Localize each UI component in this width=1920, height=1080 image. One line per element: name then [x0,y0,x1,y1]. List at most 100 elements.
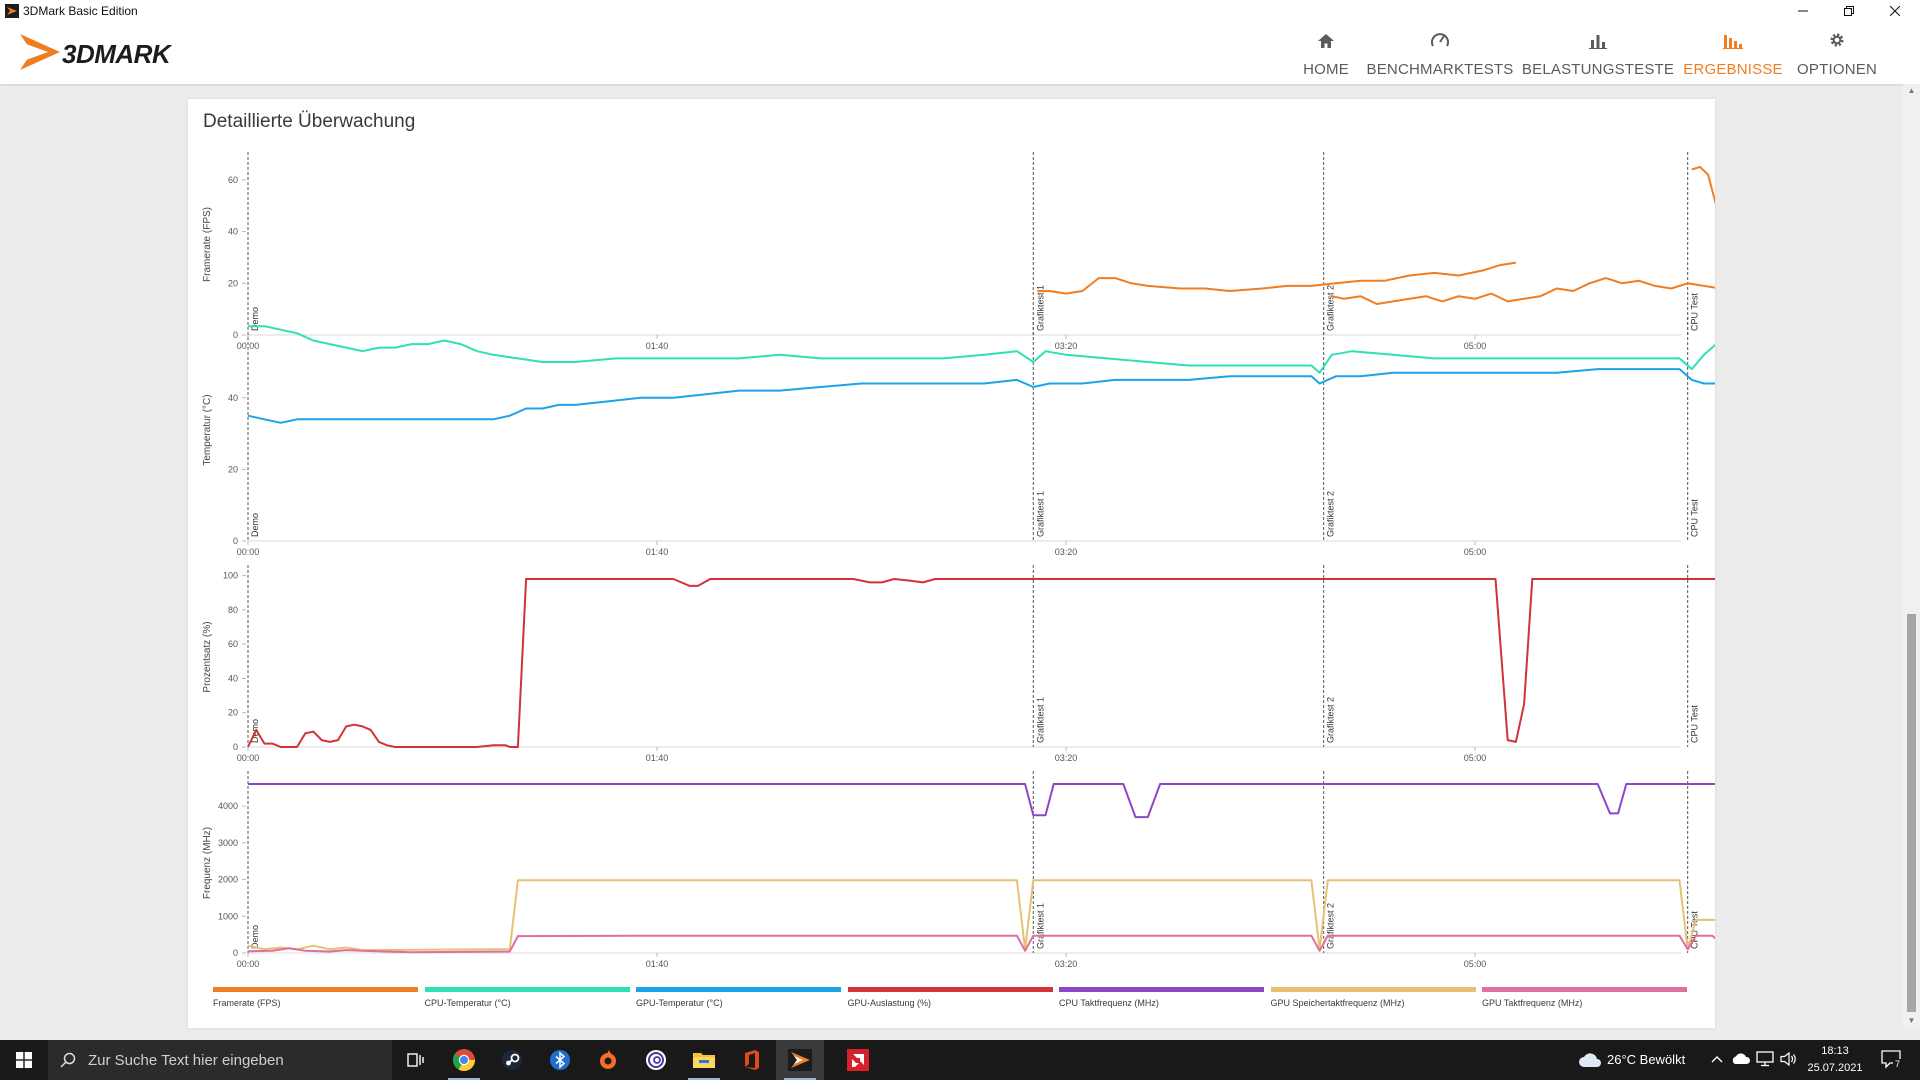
weather-cloud-icon[interactable] [1578,1051,1602,1069]
legend-item[interactable]: GPU Taktfrequenz (MHz) [1482,987,1687,1017]
scroll-down-arrow-icon[interactable]: ▼ [1907,1016,1916,1025]
x-tick-label: 03:20 [1055,959,1078,969]
scroll-thumb[interactable] [1907,614,1916,1012]
legend-label: GPU-Temperatur (°C) [636,998,723,1008]
legend-item[interactable]: GPU Speichertaktfrequenz (MHz) [1270,987,1476,1017]
nav-home-label: HOME [1303,61,1349,78]
y-axis-label: Framerate (FPS) [202,207,213,282]
x-tick-label: 05:00 [1464,547,1487,557]
y-tick-label: 1000 [218,911,238,921]
y-tick-label: 0 [233,330,238,340]
legend-label: Framerate (FPS) [213,998,281,1008]
chrome-icon [452,1049,475,1071]
legend-item[interactable]: CPU-Temperatur (°C) [424,987,630,1017]
legend-item[interactable]: GPU-Temperatur (°C) [636,987,841,1017]
x-tick-label: 01:40 [646,753,669,763]
taskbar-office[interactable] [728,1040,776,1080]
nav-benchmarks[interactable]: BENCHMARKTESTS [1367,28,1513,78]
scroll-up-arrow-icon[interactable]: ▲ [1907,86,1916,95]
y-tick-label: 0 [233,948,238,958]
monitoring-charts: 0 20 40 60 Framerate (FPS) 00:00 01:40 03:20 05:… [202,152,1715,969]
series-line [247,879,1715,952]
series-line [248,325,1715,374]
x-tick-label: 05:00 [1464,753,1487,763]
minimize-button[interactable] [1780,0,1826,22]
volume-icon[interactable] [1780,1051,1798,1067]
taskbar-bluetooth-app[interactable] [536,1040,584,1080]
show-hidden-icons-chevron-icon[interactable] [1711,1054,1723,1064]
segment-label: Demo [250,307,260,331]
segment-label: Grafiktest 2 [1326,491,1336,537]
vertical-scrollbar[interactable]: ▲ ▼ [1903,84,1920,1028]
action-center-button[interactable]: 7 [1880,1049,1904,1071]
segment-label: Grafiktest 1 [1035,903,1045,949]
y-tick-label: 20 [228,464,238,474]
segment-label: Demo [250,925,260,949]
legend-label: GPU-Auslastung (%) [847,998,932,1008]
chart-3: 0 20 40 60 80 100 Prozentsatz (%) 00:00 01:40 03:… [202,565,1715,763]
x-tick-label: 01:40 [646,341,669,351]
close-button[interactable] [1872,0,1918,22]
nav-stress-tests[interactable]: BELASTUNGSTESTE [1522,28,1674,78]
legend-label: CPU Taktfrequenz (MHz) [1059,998,1159,1008]
taskbar-chrome[interactable] [440,1040,488,1080]
segment-label: Grafiktest 1 [1035,491,1045,537]
taskbar-3dmark[interactable] [776,1040,824,1080]
start-button[interactable] [0,1040,48,1080]
segment-label: CPU Test [1690,499,1700,537]
restore-button[interactable] [1826,0,1872,22]
legend-item[interactable]: GPU-Auslastung (%) [847,987,1053,1017]
segment-label: CPU Test [1690,293,1700,331]
x-tick-label: 01:40 [646,547,669,557]
bar-chart-icon [1589,35,1607,49]
nav-home[interactable]: HOME [1303,28,1349,78]
taskbar-origin[interactable] [584,1040,632,1080]
nav-stress-tests-label: BELASTUNGSTESTE [1521,61,1675,78]
steam-icon [502,1050,522,1070]
series-line [1691,165,1715,205]
y-tick-label: 0 [233,536,238,546]
ubisoft-icon [646,1050,666,1070]
y-axis-label: Prozentsatz (%) [202,621,213,692]
legend-item[interactable]: CPU Taktfrequenz (MHz) [1059,987,1264,1017]
nav-results-label: ERGEBNISSE [1683,61,1783,78]
taskbar-amd[interactable] [834,1040,882,1080]
segment-label: Grafiktest 1 [1035,285,1045,331]
taskbar-file-explorer[interactable] [680,1040,728,1080]
segment-label: Demo [250,513,260,537]
y-tick-label: 4000 [218,801,238,811]
legend-swatch [1482,987,1687,992]
legend-swatch [1270,987,1476,992]
nav-options[interactable]: OPTIONEN [1797,28,1877,78]
x-tick-label: 01:40 [646,959,669,969]
close-icon [1890,6,1900,16]
windows-logo-icon [16,1052,32,1068]
taskbar-steam[interactable] [488,1040,536,1080]
x-tick-label: 05:00 [1464,341,1487,351]
taskbar-clock[interactable]: 18:13 25.07.2021 [1800,1043,1870,1077]
chart-legend: Framerate (FPS) CPU-Temperatur (°C) GPU-Te… [213,987,1693,1017]
series-line [247,578,1715,748]
onedrive-icon[interactable] [1731,1052,1751,1066]
y-tick-label: 60 [228,175,238,185]
weather-text[interactable]: 26°C Bewölkt [1607,1052,1686,1067]
app-header: 3DMARK HOME BENCHMARKTESTS BELASTUNGSTES… [0,22,1920,84]
legend-item[interactable]: Framerate (FPS) [213,987,418,1017]
segment-label: Grafiktest 2 [1326,697,1336,743]
x-tick-label: 03:20 [1055,547,1078,557]
taskbar-ubisoft[interactable] [632,1040,680,1080]
y-tick-label: 100 [223,571,238,581]
legend-label: CPU-Temperatur (°C) [424,998,511,1008]
results-chart-icon [1723,35,1743,49]
legend-swatch [213,987,418,992]
search-placeholder: Zur Suche Text hier eingeben [88,1052,284,1069]
nav-benchmarks-label: BENCHMARKTESTS [1366,61,1514,78]
nav-results[interactable]: ERGEBNISSE [1683,28,1783,78]
taskbar-search-box[interactable]: Zur Suche Text hier eingeben [48,1040,392,1080]
legend-swatch [636,987,841,992]
taskbar-task-view[interactable] [392,1040,440,1080]
series-line [1331,277,1715,305]
x-tick-label: 00:00 [237,547,260,557]
network-icon[interactable] [1756,1051,1774,1067]
restore-icon [1844,6,1854,16]
